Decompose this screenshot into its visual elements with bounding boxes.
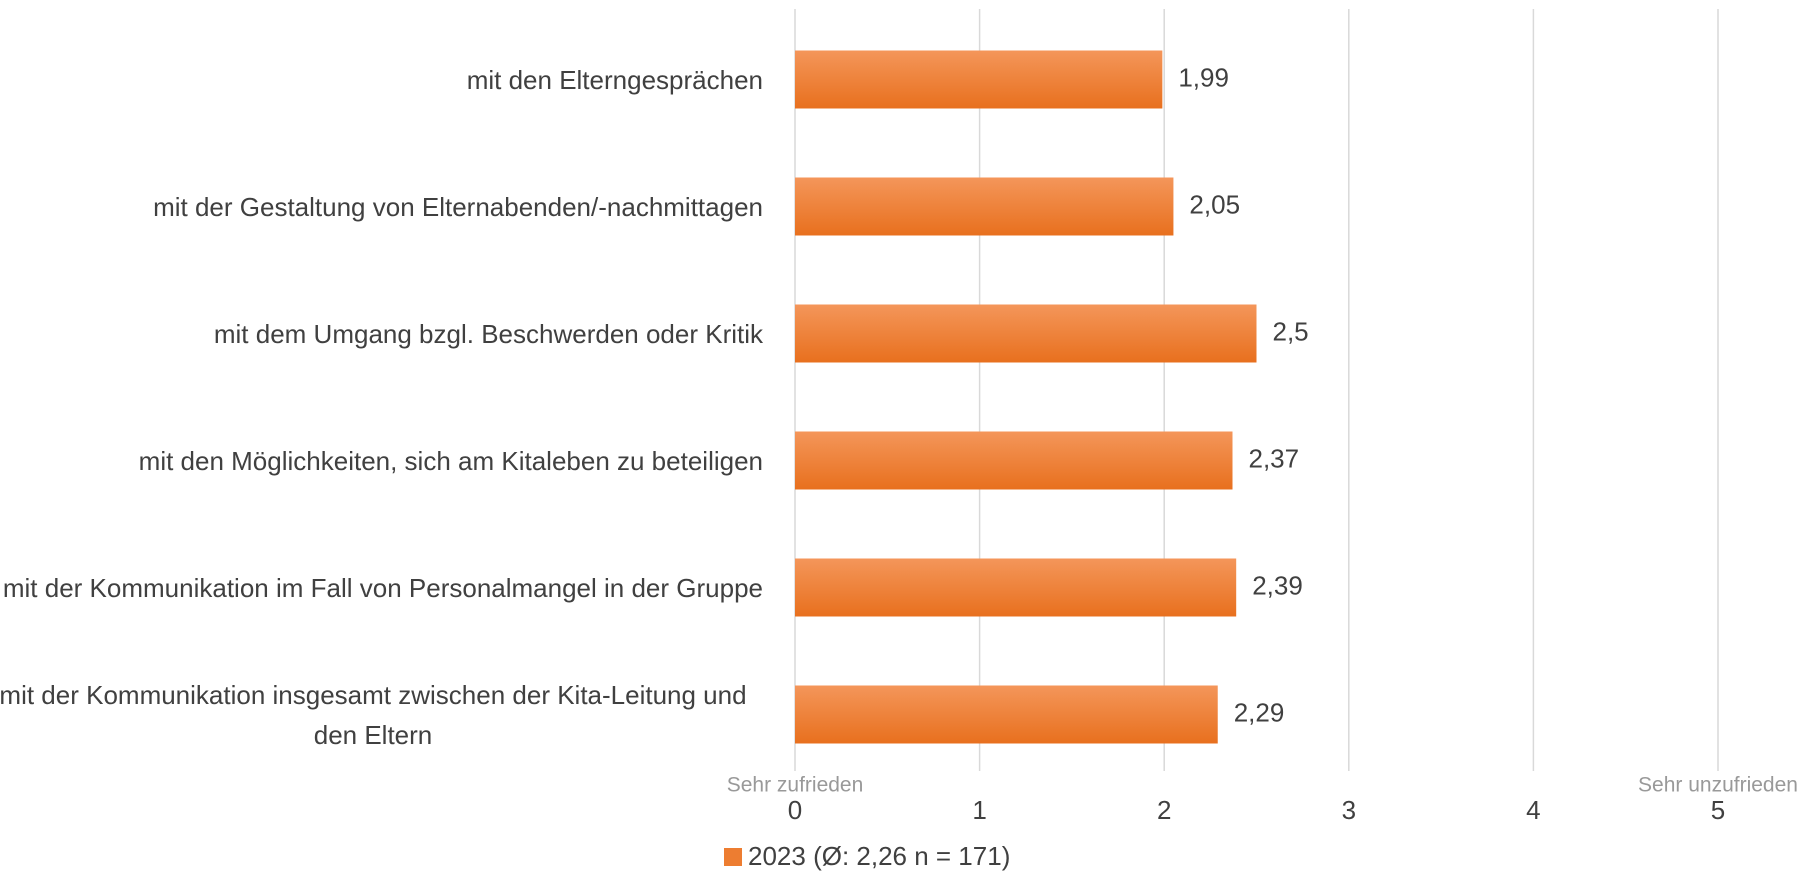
legend-swatch [724, 848, 742, 866]
x-tick-label: 0 [788, 795, 802, 825]
category-label: mit der Kommunikation im Fall von Person… [2, 572, 763, 603]
value-label: 2,37 [1249, 443, 1300, 473]
value-label: 1,99 [1178, 62, 1229, 92]
category-label-box: mit den Möglichkeiten, sich am Kitaleben… [0, 411, 763, 511]
bar [795, 558, 1237, 617]
bar [795, 431, 1233, 490]
value-label: 2,39 [1252, 570, 1303, 600]
category-label-box: mit der Kommunikation im Fall von Person… [0, 538, 763, 638]
legend-label: 2023 (Ø: 2,26 n = 171) [748, 841, 1010, 871]
category-label: mit den Elterngesprächen [466, 64, 763, 95]
annotation: Sehr unzufrieden [1638, 774, 1798, 797]
bar [795, 50, 1163, 109]
value-label: 2,05 [1189, 189, 1240, 219]
category-label: mit der Gestaltung von Elternabenden/-na… [153, 191, 763, 222]
bar [795, 685, 1218, 744]
category-label-box: mit der Kommunikation insgesamt zwischen… [0, 665, 763, 765]
x-tick-label: 4 [1526, 795, 1540, 825]
category-label: mit dem Umgang bzgl. Beschwerden oder Kr… [213, 318, 763, 349]
value-label: 2,29 [1234, 697, 1285, 727]
x-tick-label: 1 [972, 795, 986, 825]
value-label: 2,5 [1273, 316, 1309, 346]
bar [795, 304, 1257, 363]
x-tick-label: 5 [1711, 795, 1725, 825]
x-tick-label: 2 [1157, 795, 1171, 825]
x-tick-label: 3 [1342, 795, 1356, 825]
annotation: Sehr zufrieden [727, 774, 864, 797]
category-label-box: mit der Gestaltung von Elternabenden/-na… [0, 157, 763, 257]
category-label-box: mit dem Umgang bzgl. Beschwerden oder Kr… [0, 284, 763, 384]
bar [795, 177, 1174, 236]
category-label: mit den Möglichkeiten, sich am Kitaleben… [138, 445, 763, 476]
category-label: mit der Kommunikation insgesamt zwischen… [0, 679, 747, 750]
category-label-box: mit den Elterngesprächen [0, 30, 763, 130]
